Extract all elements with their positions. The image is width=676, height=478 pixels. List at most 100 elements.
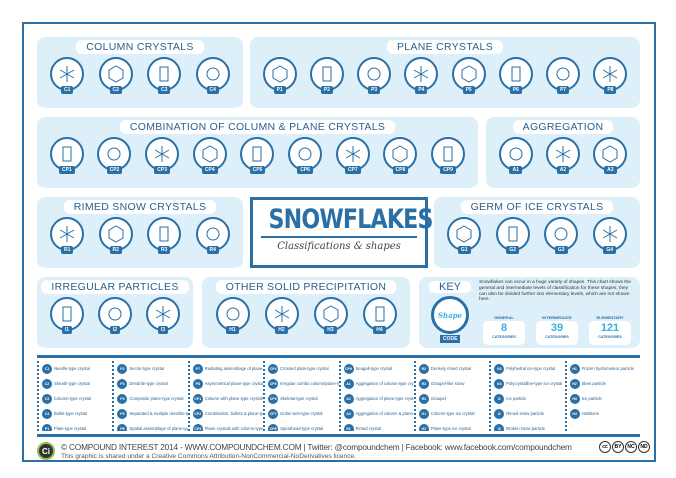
legend-label: Needle-type crystal bbox=[54, 366, 90, 371]
crystal-code: I1 bbox=[61, 326, 73, 334]
crystal-code: A2 bbox=[556, 166, 570, 174]
key-panel: KEY Shape CODE Snowflakes can occur in a… bbox=[419, 277, 640, 348]
legend-item: I2 Rimed snow particle bbox=[494, 406, 564, 421]
crystal-code: G2 bbox=[506, 246, 520, 254]
crystal-shape-icon bbox=[145, 137, 180, 171]
legend-item: H4 Hailstone bbox=[569, 406, 640, 421]
title-main: SNOWFLAKES bbox=[268, 204, 433, 235]
legend-item: CP4 Crossed plate-type crystal bbox=[268, 361, 338, 376]
crystal-cp2: CP2 bbox=[97, 137, 132, 174]
legend-label: Spatial assemblage of plane-type crystal bbox=[129, 426, 187, 431]
crystal-shape-icon bbox=[98, 57, 133, 91]
crystal-shape-icon bbox=[546, 57, 581, 91]
panel-title: AGGREGATION bbox=[512, 120, 614, 134]
crystal-p2: P2 bbox=[309, 57, 344, 94]
crystal-shape-icon bbox=[592, 217, 627, 251]
crystal-cp3: CP3 bbox=[145, 137, 180, 174]
crystal-c1: C1 bbox=[50, 57, 85, 94]
panel-other: OTHER SOLID PRECIPITATION H1 H2 H3 H4 bbox=[202, 277, 410, 348]
crystal-a1: A1 bbox=[498, 137, 533, 174]
legend-item: CP2 Combination: bullets & plane-type bbox=[192, 406, 264, 421]
panel-rimed: RIMED SNOW CRYSTALS R1 R2 R3 R4 bbox=[37, 197, 243, 268]
legend-label: Aggregation of column-type crystals bbox=[355, 381, 414, 386]
legend-code-badge: P7 bbox=[192, 363, 203, 374]
legend-code-badge: CP6 bbox=[268, 393, 279, 404]
crystal-code: R1 bbox=[61, 246, 74, 254]
key-code-label: CODE bbox=[440, 335, 461, 343]
crystal-code: H4 bbox=[373, 326, 386, 334]
legend-column: CP9 Seagull-type crystal A1 Aggregation of … bbox=[338, 361, 414, 431]
crystal-code: A3 bbox=[604, 166, 617, 174]
legend-item: C3 Column-type crystal bbox=[42, 391, 112, 406]
stat-elementary: ELEMENTARY 121 CATEGORIES bbox=[589, 315, 631, 345]
legend-item: CP8 Spearhead-type crystal bbox=[268, 421, 338, 431]
crystal-code: P6 bbox=[509, 86, 522, 94]
legend-label: Sector-type crystal bbox=[129, 366, 165, 371]
legend-code-badge: A1 bbox=[343, 378, 354, 389]
legend-code-badge: C1 bbox=[42, 363, 52, 374]
legend-code-badge: C4 bbox=[42, 408, 52, 419]
panel-title: OTHER SOLID PRECIPITATION bbox=[215, 280, 397, 294]
crystal-code: P8 bbox=[604, 86, 617, 94]
crystal-shape-icon bbox=[383, 137, 418, 171]
crystal-r2: R2 bbox=[98, 217, 133, 254]
legend-label: Combination: bullets & plane-type bbox=[204, 411, 264, 416]
legend-column: P2 Sector-type crystal P3 Dendrite-type cry… bbox=[112, 361, 188, 431]
legend-code-badge: A2 bbox=[343, 393, 354, 404]
crystal-shape-icon bbox=[146, 297, 180, 331]
legend-label: Frozen hydrometeor particle bbox=[581, 366, 634, 371]
legend-item: CP3 Plane crystals with column-type bbox=[192, 421, 263, 431]
panel-germ: GERM OF ICE CRYSTALS G1 G2 G3 G4 bbox=[434, 197, 640, 268]
legend-code-badge: CP2 bbox=[192, 408, 203, 419]
legend-code-badge: G3 bbox=[494, 363, 505, 374]
crystal-code: CP9 bbox=[440, 166, 456, 174]
legend-item: G2 Plane-type ice crystal bbox=[418, 421, 489, 431]
legend-item: C2 Sheath-type crystal bbox=[42, 376, 112, 391]
crystal-p6: P6 bbox=[498, 57, 533, 94]
legend-label: Gohei twin-type crystal bbox=[280, 411, 323, 416]
crystal-p7: P7 bbox=[546, 57, 581, 94]
legend-item: R2 Densely rimed crystal bbox=[418, 361, 489, 376]
crystal-shape-icon bbox=[498, 57, 533, 91]
title-subtitle: Classifications & shapes bbox=[277, 241, 401, 252]
legend-item: C4 Bullet-type crystal bbox=[42, 406, 112, 421]
crystal-h2: H2 bbox=[264, 297, 299, 334]
crystal-code: P1 bbox=[273, 86, 286, 94]
legend-code-badge: CP8 bbox=[268, 423, 279, 431]
legend-label: Bullet-type crystal bbox=[54, 411, 88, 416]
legend-code-badge: CP3 bbox=[192, 423, 203, 431]
legend-column: CP4 Crossed plate-type crystal CP5 Irregula… bbox=[263, 361, 339, 431]
crystal-shape-icon bbox=[593, 137, 628, 171]
crystal-code: R2 bbox=[109, 246, 122, 254]
legend-code-badge: H4 bbox=[569, 408, 580, 419]
crystal-shape-icon bbox=[195, 217, 230, 251]
panel-combination: COMBINATION OF COLUMN & PLANE CRYSTALS CP… bbox=[37, 117, 478, 188]
crystal-g3: G3 bbox=[544, 217, 579, 254]
legend-item: G4 Polycrystalline-type ice crystal bbox=[494, 376, 564, 391]
legend-code-badge: P2 bbox=[117, 363, 128, 374]
crystal-shape-icon bbox=[288, 137, 323, 171]
legend-code-badge: I2 bbox=[494, 408, 505, 419]
crystal-c2: C2 bbox=[98, 57, 133, 94]
legend-label: Column with plane-type crystals bbox=[204, 396, 264, 401]
legend-item: P3 Dendrite-type crystal bbox=[117, 376, 187, 391]
legend-item: H1 Frozen hydrometeor particle bbox=[569, 361, 640, 376]
license-by-icon: BY bbox=[612, 441, 624, 453]
crystal-code: H3 bbox=[324, 326, 337, 334]
crystal-h3: H3 bbox=[313, 297, 348, 334]
crystal-shape-icon bbox=[49, 137, 84, 171]
crystal-shape-icon bbox=[495, 217, 530, 251]
legend-label: Column-type ice crystal bbox=[430, 411, 475, 416]
crystal-cp8: CP8 bbox=[383, 137, 418, 174]
legend-item: P4 Composite plane-type crystal bbox=[117, 391, 187, 406]
legend-code-badge: G4 bbox=[494, 378, 505, 389]
crystal-p3: P3 bbox=[357, 57, 392, 94]
crystal-code: C3 bbox=[158, 86, 171, 94]
legend-label: Graupel-like snow bbox=[430, 381, 465, 386]
legend-code-badge: P5 bbox=[117, 408, 128, 419]
crystal-cp1: CP1 bbox=[49, 137, 84, 174]
legend-label: Sheath-type crystal bbox=[54, 381, 90, 386]
crystal-a2: A2 bbox=[545, 137, 580, 174]
